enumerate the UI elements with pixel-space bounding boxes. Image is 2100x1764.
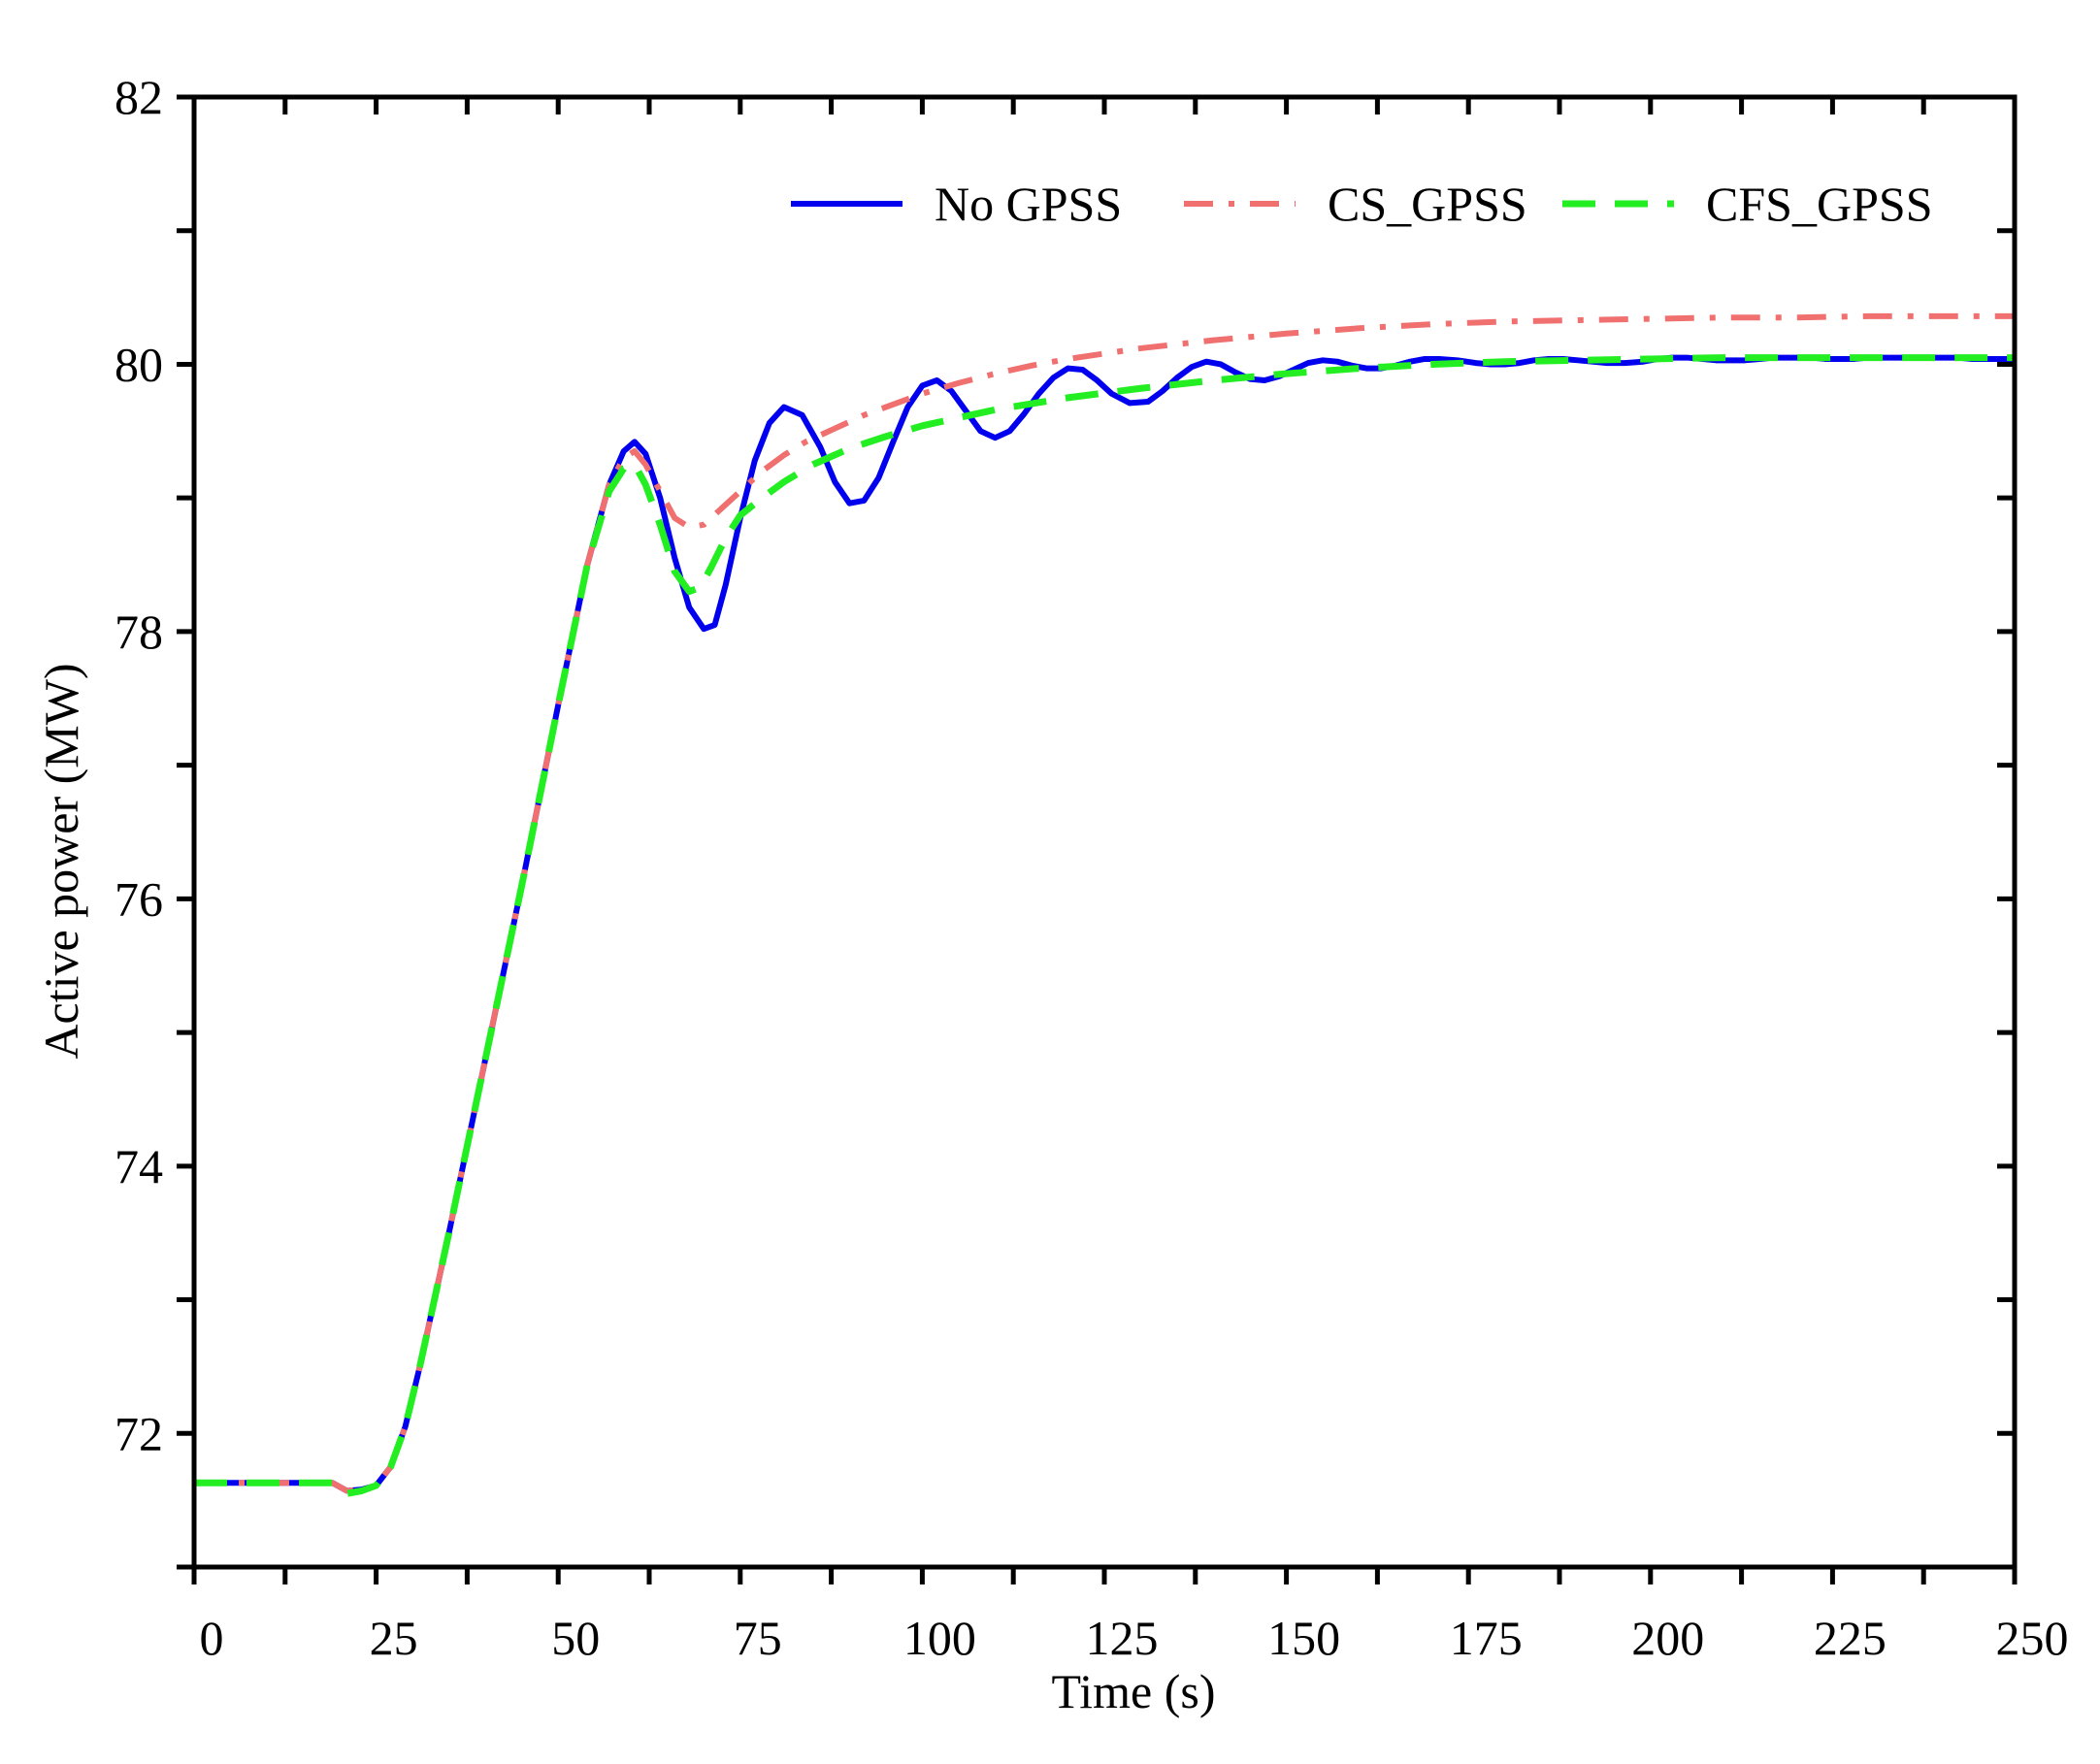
x-tick-label: 125 (1086, 1611, 1159, 1665)
x-tick-label: 75 (734, 1611, 782, 1665)
x-tick-label: 0 (200, 1611, 224, 1665)
y-tick-label: 80 (115, 337, 163, 391)
x-tick-label: 25 (370, 1611, 418, 1665)
series-layer (194, 312, 2015, 1497)
x-axis-label: Time (s) (1051, 1664, 1215, 1718)
x-tick-label: 200 (1631, 1611, 1704, 1665)
legend-label: CFS_GPSS (1706, 177, 1933, 231)
legend-label: CS_GPSS (1328, 177, 1527, 231)
x-tick-label: 225 (1814, 1611, 1887, 1665)
y-axis-label: Active power (MW) (34, 663, 88, 1059)
y-tick-label: 74 (115, 1139, 163, 1193)
x-tick-label: 150 (1267, 1611, 1340, 1665)
y-tick-label: 82 (115, 70, 163, 124)
x-tick-label: 175 (1450, 1611, 1523, 1665)
tick-label-layer: 0 25 50 75 100 125 150 175 200 225 250 72 74 76 78 80 82 (115, 70, 2069, 1665)
legend: No GPSS CS_GPSS CFS_GPSS (791, 177, 1933, 231)
y-tick-label: 78 (115, 604, 163, 659)
tick-layer (177, 94, 2018, 1584)
y-tick-label: 72 (115, 1406, 163, 1460)
x-tick-label: 100 (903, 1611, 976, 1665)
x-tick-label: 250 (1996, 1611, 2069, 1665)
series-line-cfs-gpss (194, 354, 2015, 1497)
y-tick-label: 76 (115, 871, 163, 926)
legend-label: No GPSS (935, 177, 1122, 231)
series-line-no-gpss (194, 354, 2015, 1494)
x-tick-label: 50 (551, 1611, 600, 1665)
